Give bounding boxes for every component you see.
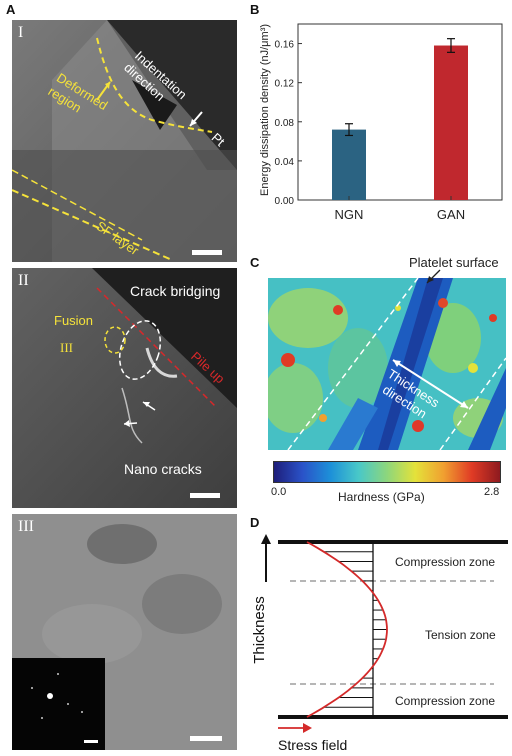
bar-chart: Energy dissipation density (nJ/μm³) 0.00… [259, 23, 503, 222]
y-tick-label-4: 0.16 [275, 40, 295, 51]
scalebar-iii [190, 736, 222, 741]
scalebar-inset [84, 740, 98, 743]
hardness-map-image [268, 278, 506, 450]
label-fusion: Fusion [54, 313, 94, 328]
label-nano-cracks: Nano cracks [124, 461, 202, 477]
micrograph-ii-overlay [96, 287, 218, 427]
bar-ngn [332, 129, 366, 200]
micrograph-i: I Indentation direction Deformed region … [12, 20, 237, 262]
bar-gan [434, 45, 468, 201]
y-tick-label-0: 0.00 [275, 196, 295, 207]
hardness-colorbar [273, 461, 501, 483]
colorbar-max-label: 2.8 [484, 486, 500, 498]
thickness-axis-label: Thickness [251, 596, 268, 664]
x-tick-label-gan: GAN [437, 207, 465, 222]
tension-zone-label: Tension zone [425, 628, 496, 642]
panel-label-d: D [250, 515, 260, 530]
micrograph-iii-texture [12, 514, 237, 750]
micrograph-iii-numeral: III [18, 518, 34, 535]
label-crack-bridging: Crack bridging [130, 283, 221, 299]
stress-field-diagram: Thickness Compression zone Tension zone … [251, 534, 508, 753]
micrograph-ii-numeral: II [18, 272, 29, 289]
micrograph-i-texture [12, 20, 237, 262]
scalebar-i [192, 250, 222, 255]
micrograph-i-numeral: I [18, 24, 24, 41]
diffraction-inset [12, 658, 105, 750]
scalebar-ii [190, 493, 220, 498]
stress-curve [306, 541, 388, 718]
x-tick-label-ngn: NGN [335, 207, 364, 222]
chart-y-axis-label: Energy dissipation density (nJ/μm³) [259, 24, 271, 196]
diffraction-spots [31, 673, 83, 719]
micrograph-ii-texture [12, 268, 237, 508]
micrograph-i-overlay [12, 37, 213, 261]
panel-label-c: C [250, 255, 260, 270]
micrograph-iii: III [12, 514, 237, 750]
plot-frame [297, 23, 503, 201]
panel-label-b: B [250, 2, 260, 17]
colorbar-min-label: 0.0 [271, 486, 287, 498]
stress-field-label: Stress field [278, 737, 347, 753]
micrograph-ii: II Crack bridging Fusion III Pile up Nan… [12, 268, 237, 508]
y-tick-label-1: 0.04 [275, 157, 295, 168]
platelet-surface-arrow [426, 269, 441, 284]
hardness-map: Thickness direction [268, 278, 506, 450]
compression-zone-top-label: Compression zone [395, 555, 495, 569]
label-platelet-surface: Platelet surface [409, 255, 499, 270]
thickness-axis-arrowhead [261, 534, 271, 544]
label-marker-iii: III [60, 340, 73, 355]
stress-field-arrowhead [303, 723, 312, 733]
y-tick-label-2: 0.08 [275, 118, 295, 129]
y-tick-label-3: 0.12 [275, 79, 295, 90]
panel-label-a: A [6, 2, 16, 17]
colorbar-title: Hardness (GPa) [338, 490, 425, 504]
hardness-map-overlay [287, 278, 506, 450]
compression-zone-bottom-label: Compression zone [395, 694, 495, 708]
